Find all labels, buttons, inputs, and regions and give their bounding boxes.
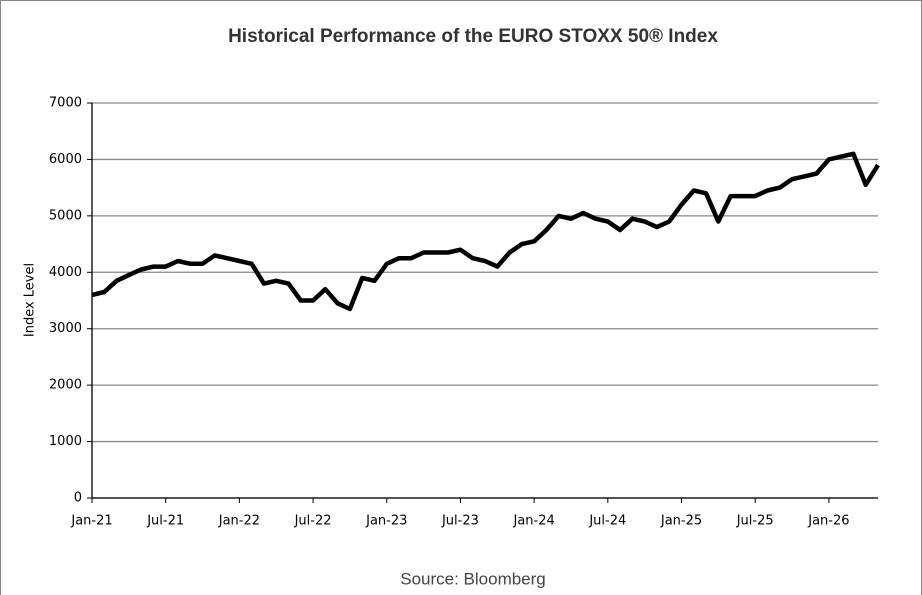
x-tick-label: Jan-24 — [512, 514, 554, 529]
x-tick-label: Jul-21 — [146, 514, 184, 529]
series-line — [91, 151, 880, 312]
y-tick-label: 7000 — [49, 96, 82, 111]
y-tick-label: 1000 — [49, 434, 82, 449]
chart-title: Historical Performance of the EURO STOXX… — [228, 26, 718, 47]
y-tick-label: 4000 — [49, 265, 82, 280]
x-tick-label: Jan-22 — [218, 514, 260, 529]
x-tick-label: Jan-26 — [807, 514, 849, 529]
x-tick-label: Jul-22 — [294, 514, 332, 529]
x-tick-label: Jan-21 — [70, 514, 112, 529]
y-tick-label: 0 — [74, 491, 82, 506]
x-tick-label: Jul-24 — [588, 514, 626, 529]
y-tick-label: 6000 — [49, 152, 82, 167]
y-tick-label: 2000 — [49, 378, 82, 393]
x-tick-label: Jul-25 — [736, 514, 774, 529]
x-tick-label: Jul-23 — [441, 514, 479, 529]
y-tick-label: 5000 — [49, 208, 82, 223]
y-axis-label: Index Level — [23, 263, 38, 337]
x-tick-label: Jan-23 — [365, 514, 407, 529]
y-tick-label: 3000 — [49, 321, 82, 336]
x-tick-label: Jan-25 — [660, 514, 702, 529]
source: Source: Bloomberg — [400, 569, 546, 588]
